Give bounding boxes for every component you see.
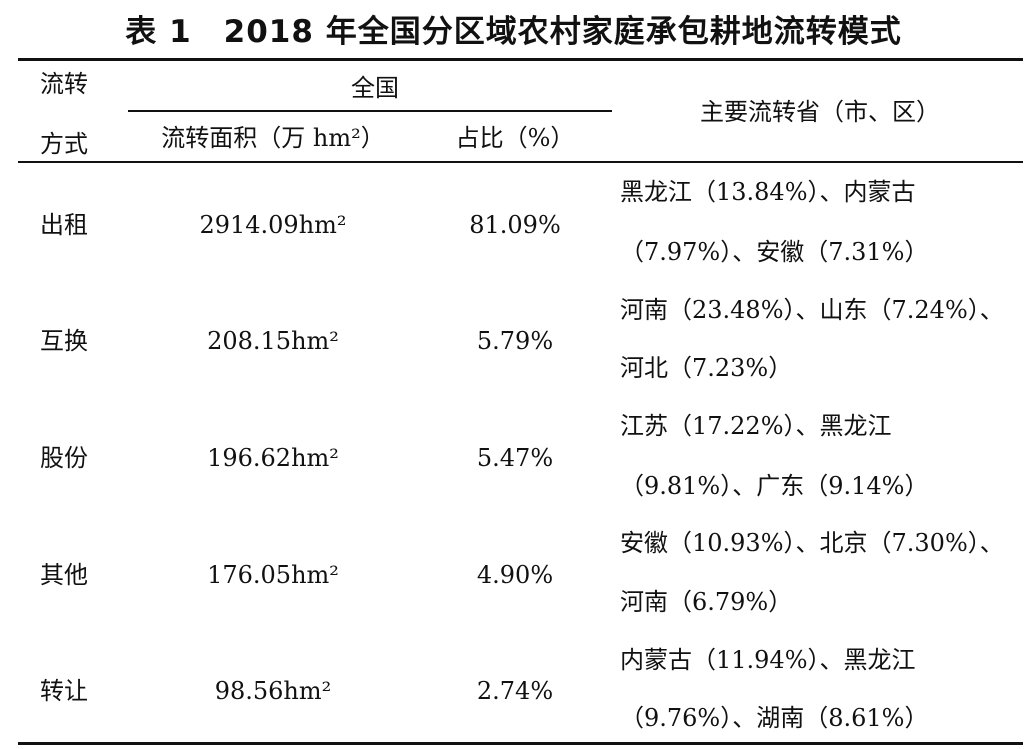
header-share: 占比（%） [455, 124, 575, 152]
row-share: 2.74% [476, 677, 554, 705]
table-title: 表 1 2018 年全国分区域农村家庭承包耕地流转模式 [125, 14, 902, 50]
header-bottom-rule [18, 161, 1023, 163]
header-method-line1: 流转 [40, 70, 88, 98]
header-provinces: 主要流转省（市、区） [700, 98, 940, 126]
row-method: 其他 [40, 561, 88, 589]
row-provinces-line1: 黑龙江（13.84%）、内蒙古 [620, 178, 916, 206]
bottom-rule [18, 742, 1023, 745]
row-provinces-line1: 江苏（17.22%）、黑龙江 [620, 412, 892, 440]
row-provinces-line2: 河南（6.79%） [620, 588, 793, 616]
row-area: 98.56hm² [214, 677, 332, 705]
row-provinces-line1: 河南（23.48%）、山东（7.24%）、 [620, 296, 1004, 324]
row-provinces-line2: 河北（7.23%） [620, 354, 793, 382]
row-share: 4.90% [476, 561, 554, 589]
row-method: 转让 [40, 677, 88, 705]
row-area: 176.05hm² [207, 561, 339, 589]
row-provinces-line1: 内蒙古（11.94%）、黑龙江 [620, 646, 916, 674]
row-method: 出租 [40, 211, 88, 239]
row-provinces-line2: （9.76%）、湖南（8.61%） [620, 704, 929, 732]
top-rule [18, 58, 1023, 61]
row-provinces-line2: （7.97%）、安徽（7.31%） [620, 238, 929, 266]
row-provinces-line2: （9.81%）、广东（9.14%） [620, 472, 929, 500]
header-method-line2: 方式 [40, 130, 88, 158]
header-area: 流转面积（万 hm²） [161, 124, 385, 152]
row-area: 208.15hm² [207, 327, 339, 355]
row-share: 5.47% [476, 444, 554, 472]
row-area: 196.62hm² [207, 444, 339, 472]
national-rule [128, 110, 612, 112]
row-area: 2914.09hm² [199, 211, 347, 239]
row-share: 81.09% [469, 211, 561, 239]
row-method: 互换 [40, 327, 88, 355]
header-national: 全国 [351, 74, 399, 102]
row-provinces-line1: 安徽（10.93%）、北京（7.30%）、 [620, 529, 1004, 557]
row-share: 5.79% [476, 327, 554, 355]
row-method: 股份 [40, 444, 88, 472]
